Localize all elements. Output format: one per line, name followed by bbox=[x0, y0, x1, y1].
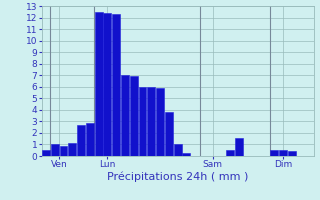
Bar bbox=[182, 153, 190, 156]
X-axis label: Précipitations 24h ( mm ): Précipitations 24h ( mm ) bbox=[107, 172, 248, 182]
Bar bbox=[95, 12, 103, 156]
Bar bbox=[165, 112, 173, 156]
Bar bbox=[147, 87, 155, 156]
Bar bbox=[270, 150, 278, 156]
Bar bbox=[156, 88, 164, 156]
Bar bbox=[121, 75, 129, 156]
Bar bbox=[103, 13, 111, 156]
Bar bbox=[42, 150, 50, 156]
Bar bbox=[139, 87, 147, 156]
Bar bbox=[77, 125, 85, 156]
Bar bbox=[112, 14, 120, 156]
Bar bbox=[60, 146, 68, 156]
Bar bbox=[51, 144, 59, 156]
Bar bbox=[288, 151, 296, 156]
Bar bbox=[130, 76, 138, 156]
Bar bbox=[279, 150, 287, 156]
Bar bbox=[68, 143, 76, 156]
Bar bbox=[174, 144, 181, 156]
Bar bbox=[226, 150, 234, 156]
Bar bbox=[235, 138, 243, 156]
Bar bbox=[86, 123, 94, 156]
